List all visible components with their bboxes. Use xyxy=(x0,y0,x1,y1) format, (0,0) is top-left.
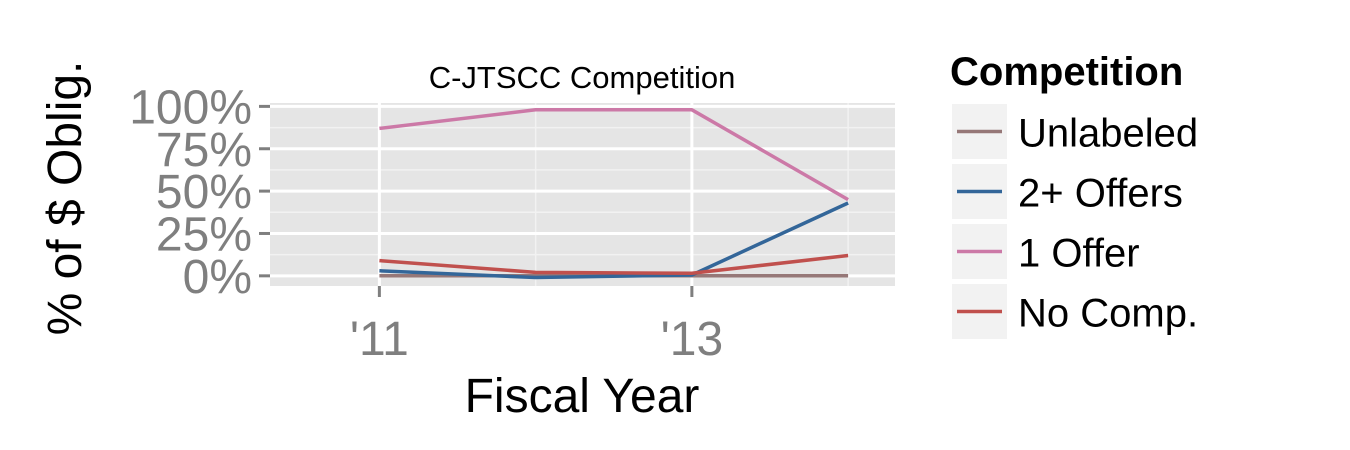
x-tick-label: '13 xyxy=(661,313,724,366)
y-tick-label: 75% xyxy=(156,124,252,177)
series-line xyxy=(379,253,849,276)
series-line xyxy=(379,201,849,280)
minor-gridlines xyxy=(270,103,895,286)
axes: 0%25%50%75%100% '11 '13 xyxy=(129,81,723,366)
legend-label: Unlabeled xyxy=(1018,112,1198,156)
legend-label: 2+ Offers xyxy=(1018,172,1183,216)
y-axis-label: % of $ Oblig. xyxy=(39,61,92,336)
legend: Competition Unlabeled 2+ Offers 1 Offer No … xyxy=(950,50,1198,339)
legend-label: 1 Offer xyxy=(1018,232,1140,276)
series-lines xyxy=(379,108,849,280)
plot-panel xyxy=(270,103,895,286)
y-tick-label: 100% xyxy=(129,81,252,134)
legend-title: Competition xyxy=(950,50,1183,94)
chart-title: C-JTSCC Competition xyxy=(429,60,736,95)
y-tick-label: 25% xyxy=(156,208,252,261)
x-tick-label: '11 xyxy=(350,313,409,366)
x-axis-label: Fiscal Year xyxy=(465,370,700,423)
series-line xyxy=(379,108,849,202)
y-tick-label: 50% xyxy=(156,166,252,219)
legend-label: No Comp. xyxy=(1018,292,1198,336)
y-tick-label: 0% xyxy=(183,251,252,304)
